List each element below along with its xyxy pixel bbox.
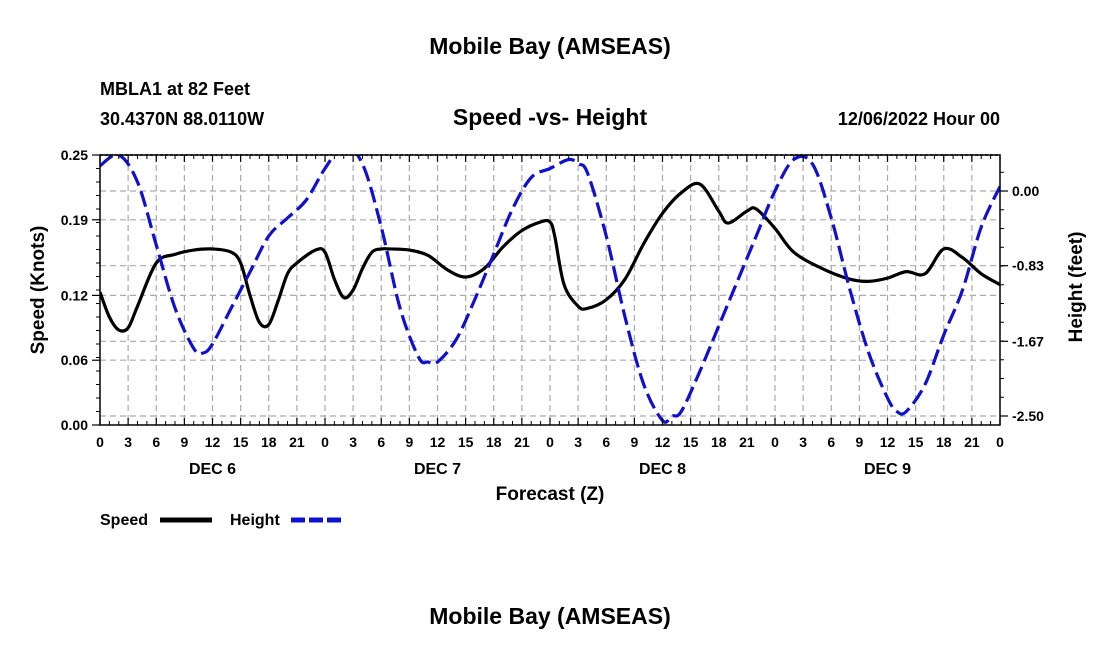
station-line: MBLA1 at 82 Feet	[100, 79, 250, 99]
series-layer	[100, 155, 1000, 424]
x-tick-label: 18	[936, 434, 952, 450]
x-tick-label: 12	[880, 434, 896, 450]
right-y-tick-label: -2.50	[1012, 408, 1044, 424]
x-tick-label: 6	[602, 434, 610, 450]
x-tick-label: 12	[430, 434, 446, 450]
x-tick-label: 12	[205, 434, 221, 450]
left-y-tick-label: 0.00	[61, 417, 88, 433]
x-tick-label: 3	[799, 434, 807, 450]
right-y-tick-label: -1.67	[1012, 333, 1044, 349]
x-tick-label: 3	[124, 434, 132, 450]
x-tick-label: 15	[233, 434, 249, 450]
legend-label-height: Height	[230, 512, 280, 529]
x-tick-label: 9	[180, 434, 188, 450]
x-axis-title: Forecast (Z)	[496, 484, 605, 505]
x-tick-label: 6	[152, 434, 160, 450]
series-line-speed	[100, 181, 1000, 333]
plot-title: Speed -vs- Height	[453, 104, 648, 130]
datetime-label: 12/06/2022 Hour 00	[838, 109, 1000, 129]
x-tick-label: 0	[546, 434, 554, 450]
x-tick-label: 18	[711, 434, 727, 450]
grid-layer	[100, 155, 1000, 425]
left-y-tick-label: 0.19	[61, 212, 88, 228]
axes-layer	[92, 154, 1008, 426]
day-label: DEC 9	[864, 461, 911, 478]
day-label: DEC 7	[414, 461, 461, 478]
x-tick-label: 0	[771, 434, 779, 450]
x-tick-label: 21	[739, 434, 755, 450]
x-tick-label: 9	[855, 434, 863, 450]
x-tick-label: 9	[405, 434, 413, 450]
main-title: Mobile Bay (AMSEAS)	[429, 33, 671, 59]
x-tick-label: 15	[683, 434, 699, 450]
coords-line: 30.4370N 88.0110W	[100, 109, 264, 129]
x-tick-label: 18	[486, 434, 502, 450]
right-y-tick-label: -0.83	[1012, 258, 1044, 274]
left-y-tick-label: 0.06	[61, 352, 88, 368]
legend-label-speed: Speed	[100, 512, 148, 529]
x-tick-label: 15	[458, 434, 474, 450]
x-tick-label: 3	[349, 434, 357, 450]
day-label: DEC 6	[189, 461, 236, 478]
x-tick-label: 6	[827, 434, 835, 450]
left-y-tick-label: 0.12	[61, 287, 88, 303]
day-label: DEC 8	[639, 461, 686, 478]
right-y-tick-label: 0.00	[1012, 183, 1039, 199]
x-tick-label: 18	[261, 434, 277, 450]
x-tick-label: 15	[908, 434, 924, 450]
right-axis-title: Height (feet)	[1066, 232, 1087, 343]
x-tick-label: 9	[630, 434, 638, 450]
legend: Speed Height	[100, 512, 343, 529]
x-tick-label: 21	[514, 434, 530, 450]
footer-title: Mobile Bay (AMSEAS)	[429, 603, 671, 629]
x-tick-label: 21	[964, 434, 980, 450]
x-tick-label: 0	[321, 434, 329, 450]
x-tick-label: 21	[289, 434, 305, 450]
left-axis-title: Speed (Knots)	[28, 226, 49, 355]
labels-layer: 0 3 6 9 12 15 18 21 0 3 6 9 12 15 18 21 0 3 6 9 12 15 18 21 0 3 6 9…	[61, 147, 1044, 478]
series-line-height	[100, 155, 1000, 424]
x-tick-label: 0	[996, 434, 1004, 450]
x-tick-label: 6	[377, 434, 385, 450]
x-tick-label: 3	[574, 434, 582, 450]
x-tick-label: 12	[655, 434, 671, 450]
left-y-tick-label: 0.25	[61, 147, 88, 163]
x-tick-label: 0	[96, 434, 104, 450]
